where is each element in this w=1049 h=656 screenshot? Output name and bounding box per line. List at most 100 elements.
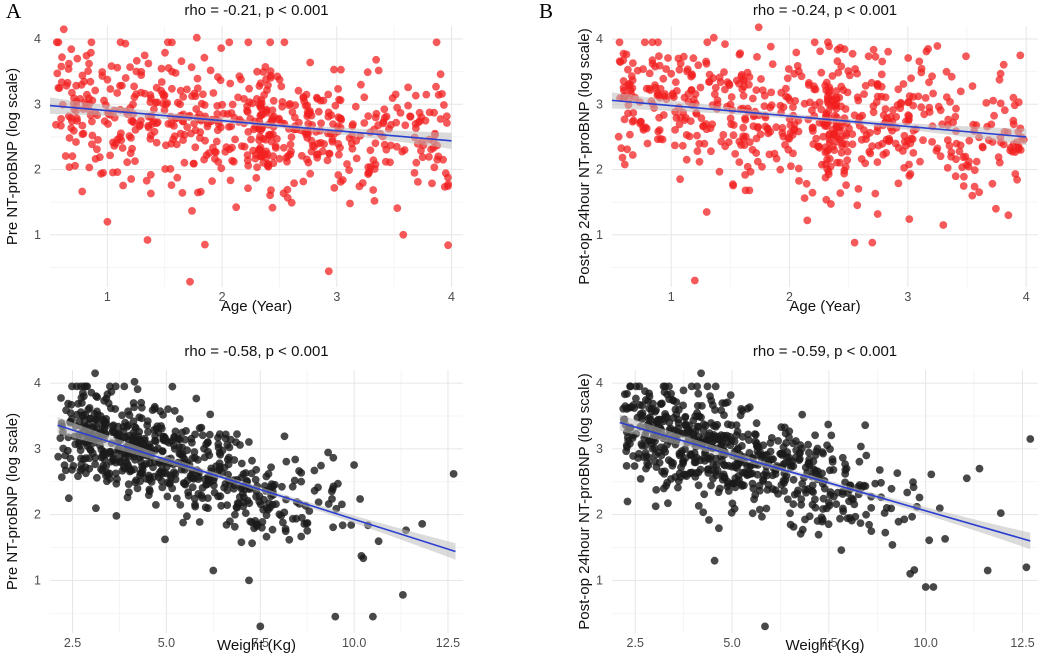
data-point — [627, 72, 636, 80]
data-point — [180, 158, 189, 167]
data-point — [245, 98, 254, 107]
data-point — [175, 415, 184, 423]
data-point — [905, 160, 913, 169]
data-point — [726, 391, 735, 399]
data-point — [432, 82, 440, 91]
data-point — [110, 428, 119, 437]
x-tick-label: 3 — [333, 290, 340, 304]
data-point — [709, 474, 717, 483]
data-point — [212, 137, 221, 146]
data-point — [845, 71, 854, 80]
data-point — [992, 204, 1000, 213]
data-point — [743, 162, 752, 171]
data-point — [824, 167, 833, 176]
data-point — [894, 144, 903, 152]
data-point — [282, 457, 291, 466]
data-point — [411, 91, 420, 100]
data-point — [84, 67, 92, 75]
data-point — [262, 504, 271, 512]
data-point — [53, 69, 62, 78]
data-point — [842, 129, 850, 138]
data-point — [67, 114, 75, 122]
data-point — [165, 479, 174, 488]
data-point — [100, 422, 109, 430]
data-point — [106, 151, 114, 160]
data-point — [664, 499, 672, 508]
data-point — [825, 86, 834, 94]
data-point — [785, 427, 794, 436]
data-point — [671, 141, 679, 150]
data-point — [76, 446, 85, 455]
data-point — [57, 394, 65, 402]
data-point — [915, 493, 924, 502]
data-point — [803, 216, 812, 225]
data-point — [888, 541, 897, 549]
y-tick-label: 1 — [34, 228, 41, 242]
data-point — [179, 93, 188, 101]
data-point — [744, 430, 753, 439]
data-point — [225, 443, 234, 452]
data-point — [329, 523, 337, 532]
data-point — [783, 495, 792, 504]
data-point — [350, 461, 358, 469]
data-point — [877, 70, 886, 79]
y-tick-label: 4 — [34, 32, 41, 46]
data-point — [721, 40, 729, 48]
data-point — [77, 408, 85, 417]
data-point — [393, 103, 401, 112]
data-point — [703, 382, 712, 391]
data-point — [162, 141, 170, 150]
data-point — [654, 91, 663, 99]
data-point — [824, 420, 833, 429]
data-point — [369, 612, 377, 621]
data-point — [626, 382, 635, 391]
data-point — [972, 157, 981, 166]
data-point — [994, 153, 1003, 162]
x-axis-label: Age (Year) — [789, 298, 860, 315]
data-point — [699, 426, 708, 435]
data-point — [190, 494, 199, 503]
x-tick-label: 3 — [904, 290, 911, 304]
data-point — [147, 189, 155, 198]
data-point — [691, 455, 700, 464]
data-point — [970, 182, 979, 191]
data-point — [128, 144, 137, 153]
data-point — [286, 140, 295, 149]
data-point — [855, 457, 864, 466]
data-point — [665, 382, 673, 391]
data-point — [324, 90, 333, 99]
y-tick-label: 3 — [596, 97, 603, 111]
plot-title: rho = -0.24, p < 0.001 — [753, 2, 897, 19]
data-point — [909, 149, 918, 157]
data-point — [806, 98, 814, 107]
data-point — [252, 174, 261, 182]
data-point — [161, 48, 169, 57]
data-point — [150, 127, 159, 136]
data-point — [636, 475, 645, 483]
data-point — [623, 497, 632, 506]
data-point — [995, 75, 1004, 84]
data-point — [826, 491, 835, 499]
data-point — [310, 466, 319, 475]
x-axis-label: Age (Year) — [221, 298, 292, 315]
data-point — [794, 164, 803, 173]
plot-title: rho = -0.58, p < 0.001 — [184, 343, 328, 360]
data-point — [380, 105, 389, 114]
data-point — [374, 121, 383, 130]
data-point — [133, 385, 142, 394]
data-point — [838, 453, 847, 462]
data-point — [810, 38, 819, 47]
data-point — [380, 113, 389, 122]
data-point — [436, 115, 445, 123]
y-tick-label: 1 — [34, 573, 41, 587]
data-point — [200, 53, 209, 62]
data-point — [726, 114, 735, 123]
data-point — [203, 480, 212, 489]
data-point — [748, 479, 757, 488]
data-point — [776, 165, 785, 174]
data-point — [173, 173, 182, 182]
data-point — [814, 530, 823, 539]
data-point — [675, 65, 684, 74]
data-point — [329, 453, 338, 462]
data-point — [116, 38, 125, 47]
